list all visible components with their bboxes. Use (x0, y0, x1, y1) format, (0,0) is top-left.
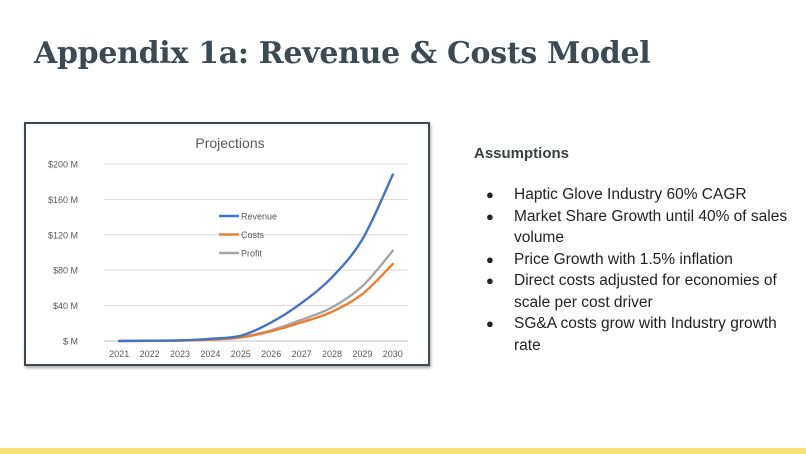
x-tick-label: 2030 (383, 349, 403, 359)
y-tick-label: $160 M (48, 195, 78, 205)
bullet-icon: ● (486, 273, 494, 288)
chart-svg: Projections $ M $40 M $80 M $120 M $160 M $20… (48, 135, 408, 359)
x-tick-label: 2023 (170, 349, 190, 359)
assumption-text: Haptic Glove Industry 60% CAGR (514, 186, 747, 203)
x-tick-label: 2028 (322, 349, 342, 359)
assumption-item: ● Price Growth with 1.5% inflation (474, 249, 794, 271)
legend-label-costs: Costs (241, 230, 265, 240)
y-tick-label: $ M (63, 337, 78, 347)
assumption-text: SG&A costs grow with Industry growth rat… (514, 315, 777, 354)
x-axis-ticks: 2021 2022 2023 2024 2025 2026 2027 2028 2029 2030 (109, 349, 403, 359)
chart-title: Projections (195, 135, 264, 151)
y-tick-label: $40 M (53, 301, 78, 311)
legend-label-profit: Profit (241, 249, 263, 259)
legend-label-revenue: Revenue (241, 212, 277, 222)
assumption-item: ● Market Share Growth until 40% of sales… (474, 206, 794, 249)
bullet-icon: ● (486, 187, 494, 202)
footer-accent-bar (0, 448, 806, 454)
y-tick-label: $120 M (48, 230, 78, 240)
assumptions-heading: Assumptions (474, 145, 570, 162)
x-tick-label: 2021 (109, 349, 129, 359)
x-tick-label: 2022 (140, 349, 160, 359)
assumption-item: ● SG&A costs grow with Industry growth r… (474, 313, 794, 356)
legend: Revenue Costs Profit (219, 212, 277, 259)
bullet-icon: ● (486, 251, 494, 267)
gridlines (104, 163, 408, 342)
assumption-text: Price Growth with 1.5% inflation (514, 250, 733, 268)
slide-title: Appendix 1a: Revenue & Costs Model (34, 36, 651, 71)
series-lines (118, 173, 394, 343)
x-tick-label: 2024 (200, 349, 220, 359)
assumption-text: Direct costs adjusted for economies of s… (514, 272, 777, 311)
bullet-icon: ● (486, 316, 494, 331)
assumption-text: Market Share Growth until 40% of sales v… (514, 207, 788, 247)
series-line-profit (118, 249, 394, 343)
assumptions-list: ● Haptic Glove Industry 60% CAGR ● Marke… (474, 184, 794, 356)
y-tick-label: $80 M (53, 266, 78, 276)
assumption-item: ● Haptic Glove Industry 60% CAGR (474, 184, 794, 206)
y-tick-label: $200 M (48, 160, 78, 170)
x-tick-label: 2025 (231, 349, 251, 359)
series-line-revenue (118, 173, 394, 343)
assumption-item: ● Direct costs adjusted for economies of… (474, 270, 794, 313)
projections-chart: Projections $ M $40 M $80 M $120 M $160 M $20… (24, 122, 430, 366)
x-tick-label: 2029 (352, 349, 372, 359)
bullet-icon: ● (486, 208, 494, 224)
x-tick-label: 2027 (292, 349, 312, 359)
x-tick-label: 2026 (261, 349, 281, 359)
y-axis-ticks: $ M $40 M $80 M $120 M $160 M $200 M (48, 160, 78, 347)
assumptions-panel: Assumptions ● Haptic Glove Industry 60% … (474, 145, 794, 356)
